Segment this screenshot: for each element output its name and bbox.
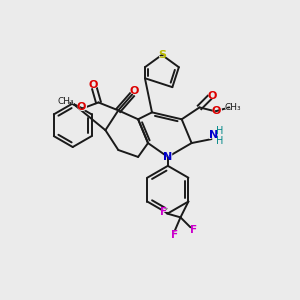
Text: O: O	[88, 78, 99, 91]
Text: O: O	[207, 89, 218, 102]
Text: O: O	[211, 105, 222, 118]
Text: N: N	[208, 129, 219, 142]
Text: O: O	[129, 84, 140, 97]
Text: S: S	[158, 50, 166, 60]
Text: F: F	[171, 230, 178, 240]
Text: N: N	[163, 152, 172, 162]
Text: O: O	[77, 102, 86, 112]
Text: N: N	[209, 130, 218, 140]
Text: O: O	[208, 91, 217, 100]
Text: F: F	[189, 224, 197, 237]
Text: F: F	[190, 225, 197, 235]
Text: F: F	[160, 206, 168, 219]
Text: O: O	[130, 85, 139, 96]
Text: H: H	[216, 126, 223, 136]
Text: O: O	[89, 80, 98, 90]
Text: N: N	[163, 150, 173, 164]
Text: CH₃: CH₃	[58, 97, 74, 106]
Text: S: S	[158, 48, 166, 62]
Text: O: O	[212, 106, 221, 116]
Text: F: F	[160, 207, 167, 218]
Text: H: H	[216, 136, 223, 146]
Text: CH₃: CH₃	[56, 97, 76, 106]
Text: CH₃: CH₃	[225, 103, 242, 112]
Text: O: O	[76, 101, 87, 114]
Text: F: F	[171, 229, 178, 242]
Text: CH₃: CH₃	[224, 102, 243, 112]
